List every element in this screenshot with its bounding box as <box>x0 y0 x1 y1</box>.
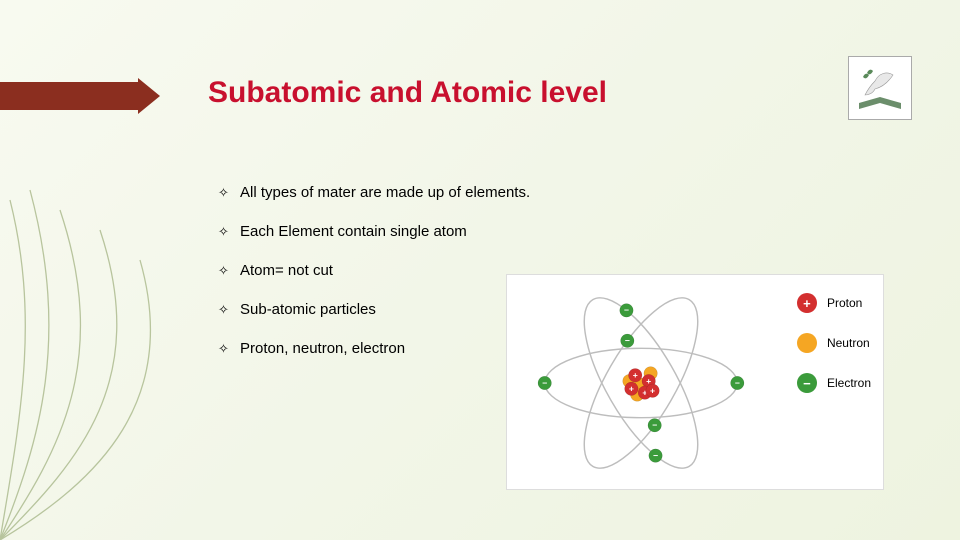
bullet-list: All types of mater are made up of elemen… <box>218 184 530 379</box>
slide-title: Subatomic and Atomic level <box>208 76 607 110</box>
svg-text:−: − <box>625 336 630 346</box>
legend-label: Electron <box>827 376 871 390</box>
accent-arrow <box>138 78 160 114</box>
svg-text:−: − <box>653 451 658 461</box>
svg-text:−: − <box>735 378 740 388</box>
bullet-item: Sub-atomic particles <box>218 301 530 318</box>
atom-diagram: +++++−−−−−− +ProtonNeutron−Electron <box>506 274 884 490</box>
atom-legend: + Proton Neutron −Electron <box>797 293 871 413</box>
legend-row: + Proton <box>797 293 871 313</box>
bullet-item: All types of mater are made up of elemen… <box>218 184 530 201</box>
svg-text:+: + <box>633 370 638 380</box>
corner-logo <box>848 56 912 120</box>
svg-text:−: − <box>542 378 547 388</box>
svg-text:+: + <box>650 386 655 396</box>
svg-text:−: − <box>652 420 657 430</box>
legend-dot <box>797 333 817 353</box>
legend-dot: − <box>797 373 817 393</box>
decorative-grass <box>0 160 220 540</box>
svg-text:−: − <box>624 305 629 315</box>
legend-row: Neutron <box>797 333 871 353</box>
accent-bar <box>0 82 140 110</box>
svg-text:+: + <box>629 384 634 394</box>
bullet-item: Each Element contain single atom <box>218 223 530 240</box>
legend-dot: + <box>797 293 817 313</box>
bullet-item: Proton, neutron, electron <box>218 340 530 357</box>
legend-label: Proton <box>827 296 862 310</box>
atom-svg: +++++−−−−−− <box>511 279 771 487</box>
bullet-item: Atom= not cut <box>218 262 530 279</box>
dove-book-icon <box>853 61 907 115</box>
legend-label: Neutron <box>827 336 870 350</box>
legend-row: −Electron <box>797 373 871 393</box>
